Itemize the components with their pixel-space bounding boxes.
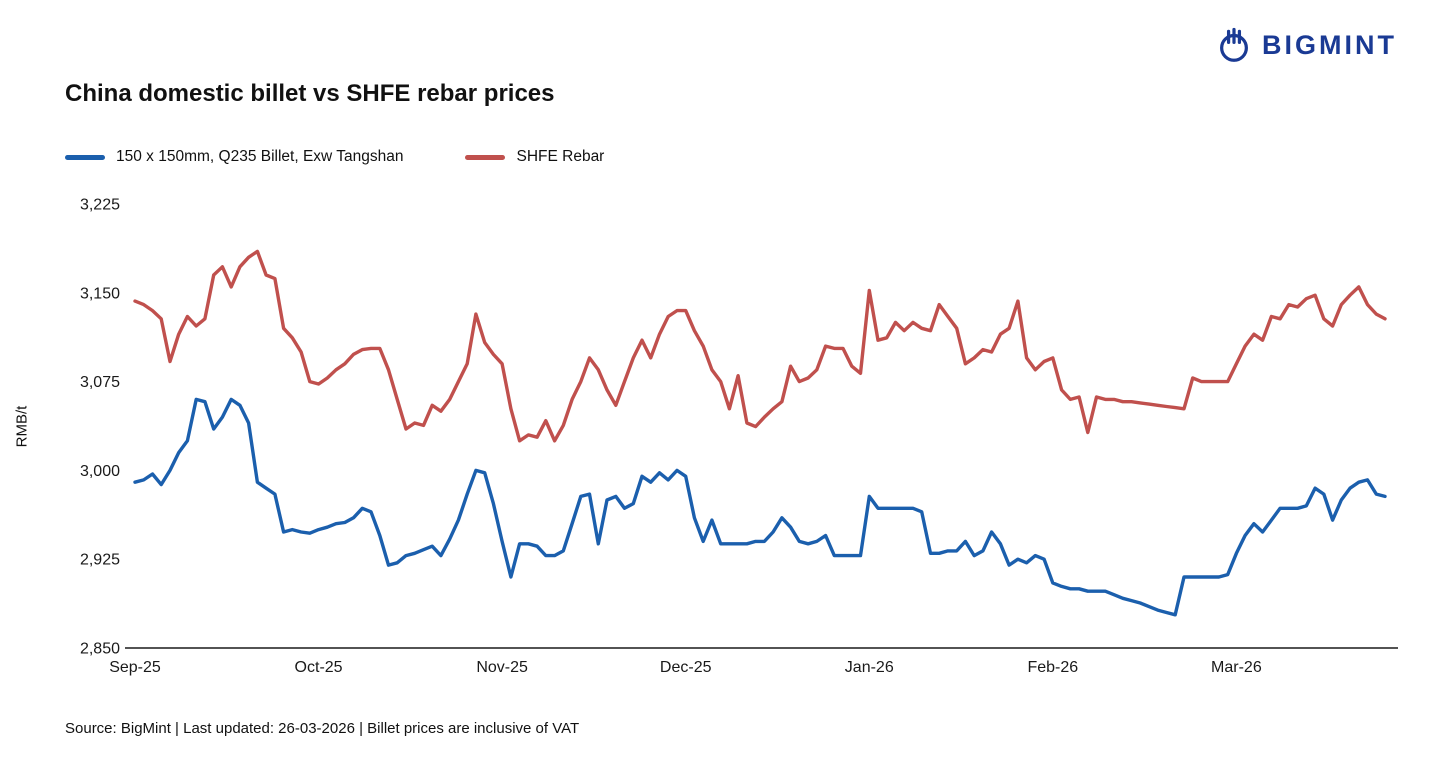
x-tick-label: Oct-25 <box>295 659 343 676</box>
legend: 150 x 150mm, Q235 Billet, Exw Tangshan S… <box>65 148 604 166</box>
x-tick-label: Feb-26 <box>1027 659 1078 676</box>
x-tick-label: Sep-25 <box>109 659 161 676</box>
legend-swatch-billet <box>65 154 105 160</box>
bigmint-logo-icon <box>1220 27 1248 62</box>
y-tick-label: 3,000 <box>80 463 120 480</box>
y-tick-label: 3,075 <box>80 374 120 391</box>
chart-title: China domestic billet vs SHFE rebar pric… <box>65 80 555 107</box>
legend-swatch-rebar <box>465 154 506 160</box>
x-tick-label: Jan-26 <box>845 659 894 676</box>
bigmint-logo-text: BIGMINT <box>1262 29 1397 60</box>
legend-label-rebar: SHFE Rebar <box>516 148 605 165</box>
y-tick-label: 3,150 <box>80 285 120 302</box>
y-tick-label: 3,225 <box>80 197 120 214</box>
y-tick-label: 2,850 <box>80 641 120 658</box>
series-line-1 <box>133 249 1387 443</box>
legend-item-billet: 150 x 150mm, Q235 Billet, Exw Tangshan <box>65 148 403 166</box>
bigmint-logo: BIGMINT <box>1215 26 1397 64</box>
x-tick-label: Dec-25 <box>660 659 712 676</box>
y-tick-label: 2,925 <box>80 552 120 569</box>
source-note: Source: BigMint | Last updated: 26-03-20… <box>65 720 580 737</box>
legend-item-rebar: SHFE Rebar <box>465 148 604 166</box>
legend-label-billet: 150 x 150mm, Q235 Billet, Exw Tangshan <box>116 148 404 165</box>
series-line-0 <box>133 397 1387 617</box>
x-tick-label: Mar-26 <box>1211 659 1262 676</box>
x-tick-label: Nov-25 <box>476 659 528 676</box>
